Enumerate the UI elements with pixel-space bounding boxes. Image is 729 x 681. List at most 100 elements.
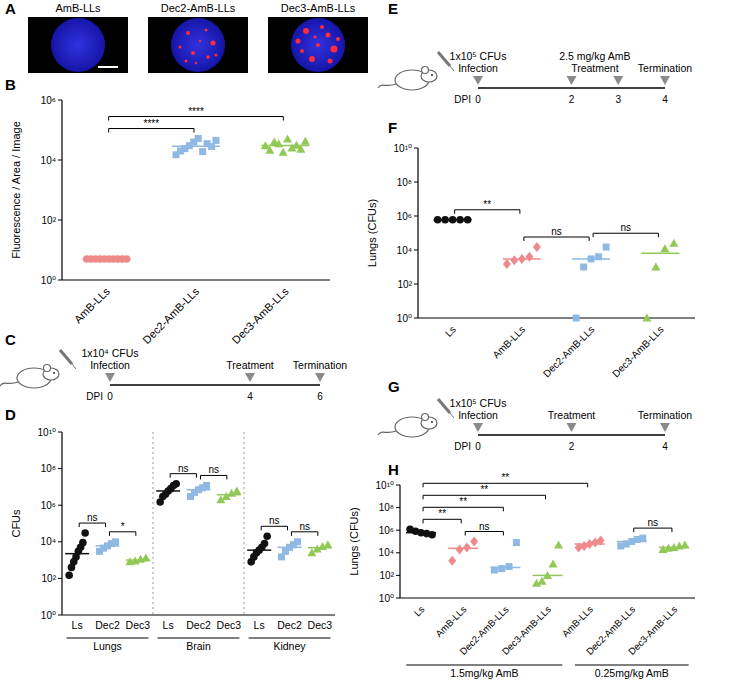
x-tick-label: Dec3 <box>308 619 333 631</box>
y-tick-label: 10⁶ <box>41 500 56 511</box>
data-point <box>448 556 456 566</box>
group-label: Kidney <box>273 640 306 652</box>
data-point <box>112 538 119 545</box>
y-tick-label: 10⁴ <box>379 547 394 558</box>
data-point <box>573 315 580 322</box>
significance-label: ns <box>551 226 562 237</box>
x-tick-label: Dec3-AmB-LLs <box>500 603 553 656</box>
significance-bracket <box>593 233 658 237</box>
x-axis <box>400 597 695 598</box>
event-label: Termination <box>638 409 692 421</box>
timeline-day: 3 <box>615 94 621 105</box>
y-tick <box>414 216 418 217</box>
data-point <box>203 482 210 489</box>
x-tick-label: Ls <box>72 619 83 631</box>
timeline-day: 6 <box>317 391 323 402</box>
y-tick <box>414 148 418 149</box>
timeline-day: 0 <box>107 391 113 402</box>
data-point <box>283 135 292 143</box>
timeline-day: 4 <box>662 441 668 452</box>
median-line <box>575 543 605 545</box>
group-separator <box>153 432 154 615</box>
data-point <box>79 539 87 547</box>
y-tick <box>414 318 418 319</box>
timeline-day: 4 <box>662 94 668 105</box>
y-tick-label: 10⁴ <box>41 155 56 166</box>
timeline-day: 0 <box>475 441 481 452</box>
median-line <box>308 547 332 549</box>
y-tick-label: 10⁶ <box>379 525 394 536</box>
fluorescent-spot <box>211 41 216 46</box>
data-point <box>639 535 646 542</box>
mouse-eye <box>53 372 55 374</box>
data-point <box>265 146 274 154</box>
significance-label: ns <box>299 521 310 532</box>
significance-bracket <box>423 507 503 511</box>
event-label: Treatment <box>571 62 619 74</box>
data-point <box>513 539 520 546</box>
group-label: Brain <box>186 640 211 652</box>
cell <box>51 18 105 72</box>
median-line <box>187 489 211 491</box>
pipette-tip <box>450 413 454 418</box>
fluorescent-spot <box>215 54 218 57</box>
y-axis-label: Lungs (CFUs) <box>366 199 378 267</box>
event-note: 1x10⁴ CFUs <box>81 347 138 359</box>
mouse-icon <box>0 350 76 388</box>
x-axis <box>62 614 335 615</box>
y-tick-label: 10⁰ <box>41 275 56 286</box>
micrograph <box>268 17 368 73</box>
group-bracket <box>249 638 331 639</box>
y-tick <box>58 578 62 579</box>
event-marker <box>473 76 483 85</box>
data-points <box>65 480 332 579</box>
median-line <box>659 547 689 549</box>
group-label: 1.5mg/kg AmB <box>450 667 518 679</box>
data-point <box>470 537 478 547</box>
data-point <box>669 239 678 247</box>
group-bracket <box>158 638 240 639</box>
data-point <box>65 571 73 579</box>
fluorescent-spot <box>199 40 201 42</box>
significance-bracket <box>455 210 520 214</box>
y-tick-label: 10⁸ <box>41 463 56 474</box>
data-points <box>406 526 689 587</box>
significance-label: ns <box>648 517 659 528</box>
significance-bracket <box>201 475 227 479</box>
significance-label: ** <box>480 484 488 495</box>
mouse-eye <box>431 421 433 423</box>
group-label: Lungs <box>93 640 122 652</box>
event-label: Infection <box>458 62 498 74</box>
x-tick-label: Ls <box>163 619 174 631</box>
data-point <box>279 148 288 156</box>
y-tick <box>396 552 400 553</box>
data-point <box>503 259 511 269</box>
significance-bracket <box>423 519 461 523</box>
median-line <box>172 145 220 147</box>
fluorescent-spot <box>179 46 182 49</box>
panel-label: F <box>388 119 397 136</box>
x-tick-label: AmB-LLs <box>560 603 596 639</box>
fluorescent-spot <box>309 56 315 62</box>
event-label: Treatment <box>226 359 274 371</box>
event-marker <box>613 76 623 85</box>
y-tick-label: 10⁰ <box>397 313 412 324</box>
event-marker <box>105 373 115 382</box>
data-points <box>83 135 310 263</box>
y-axis-label: Lungs (CFUs) <box>348 507 360 575</box>
fluorescent-spot <box>296 39 301 44</box>
panel-label: E <box>388 0 398 17</box>
significance-bracket <box>170 474 196 478</box>
y-tick-label: 10² <box>380 570 395 581</box>
x-tick-label: AmB-LLs <box>490 324 527 361</box>
mouse-ear <box>422 414 429 421</box>
significance-label: ** <box>459 496 467 507</box>
data-point <box>172 480 180 488</box>
fluorescent-spot <box>206 55 210 59</box>
significance-bracket <box>465 532 503 536</box>
y-axis-label: Fluorescence / Area / Image <box>10 121 22 259</box>
y-tick <box>58 615 62 616</box>
data-point <box>660 244 669 252</box>
pipette <box>438 399 450 413</box>
group-label: 0.25mg/kg AmB <box>595 667 669 679</box>
